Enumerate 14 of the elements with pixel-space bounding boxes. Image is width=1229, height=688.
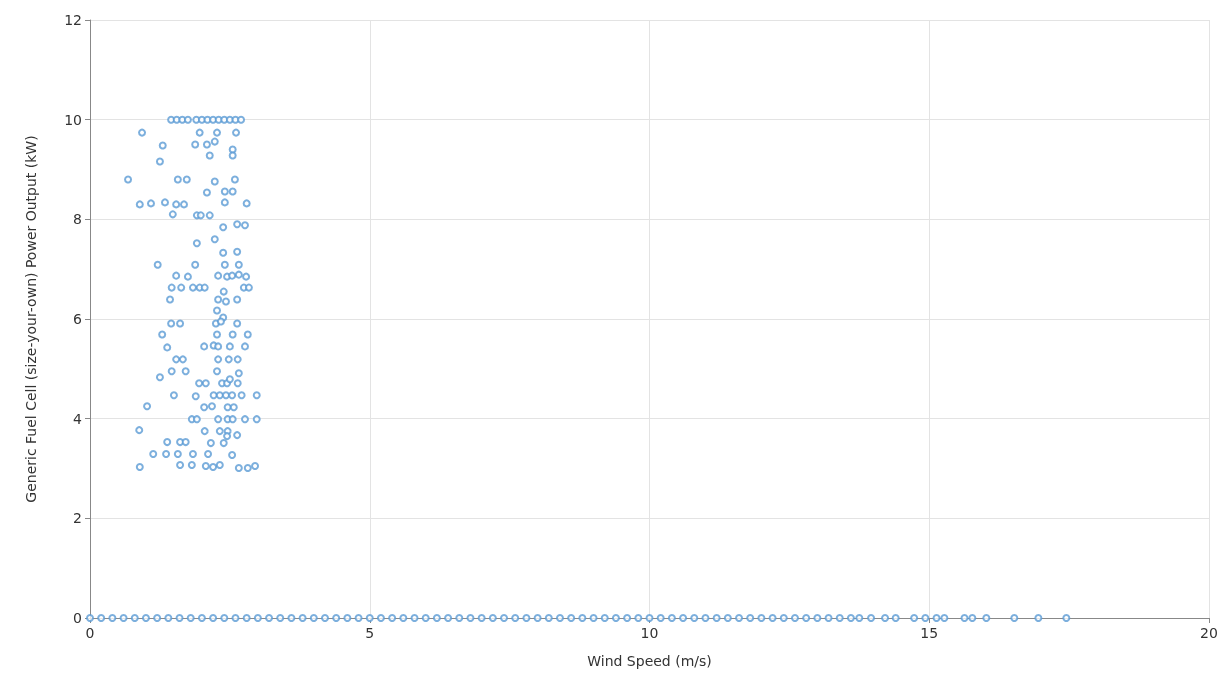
- y-tick-label: 4: [73, 410, 83, 427]
- x-axis-title: Wind Speed (m/s): [587, 653, 712, 669]
- y-tick-label: 8: [73, 211, 82, 228]
- y-tick-label: 0: [73, 610, 82, 626]
- x-tick-label: 0: [85, 625, 95, 641]
- x-tick-label: 10: [640, 625, 659, 641]
- y-tick-label: 2: [73, 510, 82, 527]
- y-axis-title: Generic Fuel Cell (size-your-own) Power Output (kW): [23, 135, 39, 503]
- x-tick-label: 5: [365, 625, 375, 641]
- x-tick-label: 20: [1200, 625, 1218, 641]
- x-tick-label: 15: [920, 625, 939, 641]
- y-tick-label: 10: [64, 111, 82, 128]
- y-tick-label: 6: [73, 311, 83, 327]
- y-tick-label: 12: [64, 12, 82, 28]
